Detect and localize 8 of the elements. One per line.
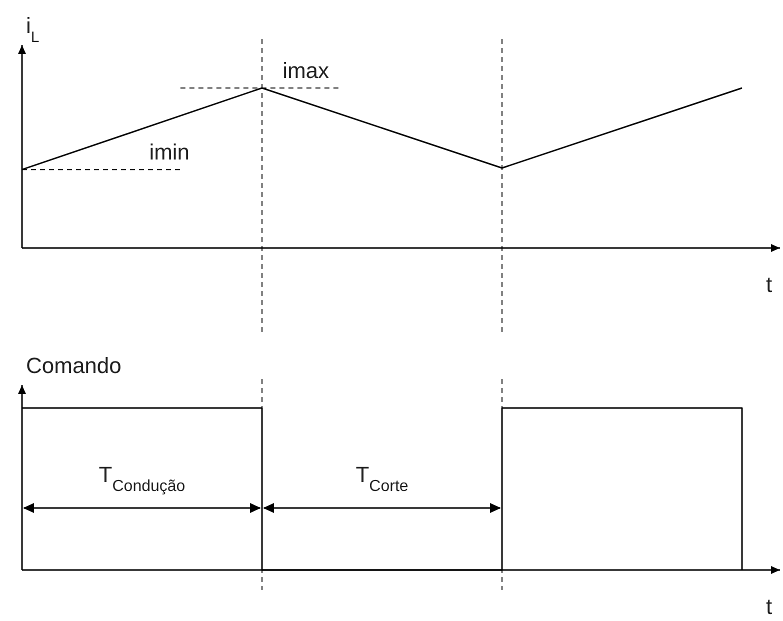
x-axis-title: t — [766, 594, 772, 619]
annotation: T$_{Corte}$ — [356, 462, 408, 494]
y-axis-title: Comando — [26, 353, 122, 378]
annotation: T$_{Condução}$ — [98, 462, 186, 494]
ref-line-label: imin — [149, 140, 190, 165]
x-axis-title: t — [766, 272, 772, 297]
ref-line-label: imax — [282, 58, 330, 83]
y-axis-title: i$_{L}$ — [26, 13, 40, 46]
